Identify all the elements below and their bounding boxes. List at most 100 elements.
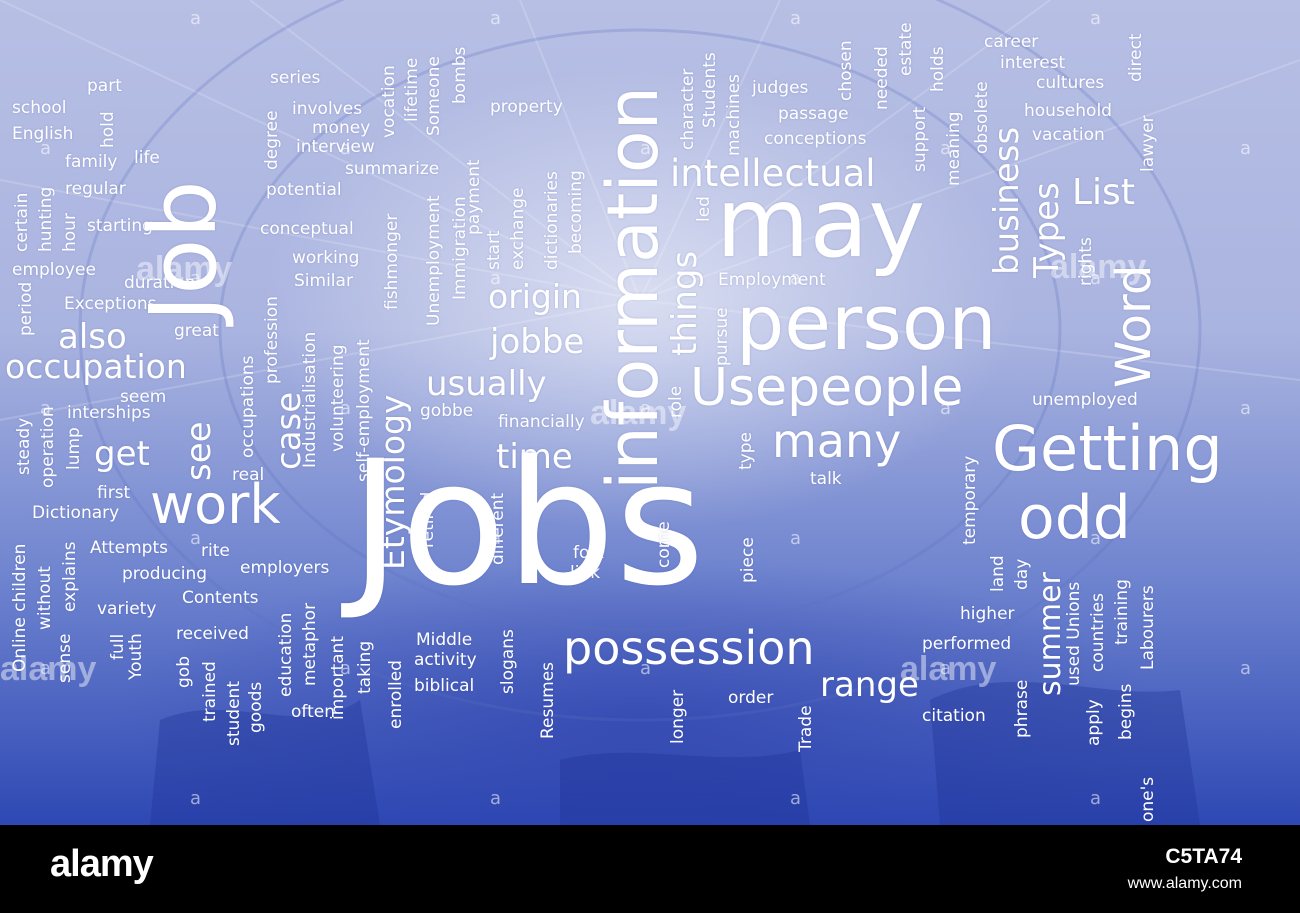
cloud-word: temporary: [960, 455, 980, 545]
cloud-word: order: [728, 688, 774, 708]
cloud-word: conceptions: [764, 129, 867, 149]
cloud-word: List: [1072, 172, 1135, 213]
cloud-word: start: [484, 230, 504, 270]
cloud-word: occupation: [5, 347, 187, 386]
cloud-word: student: [224, 681, 244, 746]
cloud-word: English: [12, 124, 74, 144]
cloud-word: without: [35, 566, 55, 630]
cloud-word: school: [12, 98, 67, 118]
image-id: C5TA74: [1165, 845, 1242, 868]
cloud-word: range: [820, 665, 919, 705]
footer-bar: [0, 825, 1300, 913]
cloud-word: Exceptions: [64, 294, 157, 314]
cloud-word: fishmonger: [382, 213, 402, 310]
cloud-word: character: [678, 68, 698, 150]
watermark-glyph: a: [940, 658, 952, 679]
cloud-word: summer: [1033, 572, 1068, 696]
cloud-word: dictionaries: [542, 171, 562, 270]
cloud-word: series: [270, 68, 321, 88]
watermark-glyph: a: [340, 398, 352, 419]
cloud-word: Labourers: [1138, 585, 1158, 670]
cloud-word: odd: [1018, 483, 1131, 553]
watermark-glyph: a: [1090, 528, 1102, 549]
watermark-glyph: a: [1090, 268, 1102, 289]
cloud-word: enrolled: [386, 660, 406, 729]
cloud-word: led: [694, 196, 714, 222]
watermark-glyph: a: [790, 528, 802, 549]
cloud-word: Someone: [424, 56, 444, 136]
cloud-word: profession: [262, 296, 282, 384]
alamy-watermark: alamy: [590, 394, 687, 432]
cloud-word: employers: [240, 558, 330, 578]
watermark-glyph: a: [490, 788, 502, 809]
cloud-word: producing: [122, 564, 208, 584]
watermark-glyph: a: [190, 268, 202, 289]
watermark-glyph: a: [640, 138, 652, 159]
watermark-glyph: a: [40, 138, 52, 159]
watermark-glyph: a: [490, 8, 502, 29]
cloud-word: property: [490, 97, 563, 117]
cloud-word: metaphor: [300, 602, 320, 686]
watermark-glyph: a: [790, 8, 802, 29]
cloud-word: Contents: [182, 588, 259, 608]
cloud-word: many: [772, 414, 902, 468]
cloud-word: folk: [573, 543, 604, 563]
cloud-word: estate: [896, 22, 916, 76]
watermark-glyph: a: [340, 138, 352, 159]
cloud-word: potential: [266, 180, 342, 200]
site-url: www.alamy.com: [1127, 875, 1242, 892]
cloud-word: chosen: [836, 40, 856, 101]
cloud-word: vocation: [379, 65, 399, 138]
cloud-word: household: [1024, 101, 1112, 121]
cloud-word: one's: [1138, 776, 1158, 822]
watermark-glyph: a: [190, 528, 202, 549]
word-cloud-image: school part English hold family life regular ce…: [0, 0, 1300, 825]
cloud-word: taking: [355, 640, 375, 694]
cloud-word: Usepeople: [690, 358, 964, 418]
cloud-word: education: [276, 612, 296, 697]
cloud-word: interships: [67, 403, 151, 423]
watermark-glyph: a: [1240, 658, 1252, 679]
cloud-word: day: [1012, 558, 1032, 590]
cloud-word: rite: [201, 541, 230, 561]
watermark-glyph: a: [40, 398, 52, 419]
cloud-word: hour: [60, 213, 80, 252]
cloud-word: full: [108, 633, 128, 660]
cloud-word: bombs: [450, 46, 470, 104]
cloud-word: things: [665, 250, 705, 356]
cloud-word: holds: [928, 46, 948, 92]
cloud-word: employee: [12, 260, 96, 280]
cloud-word: get: [94, 434, 150, 474]
cloud-word: life: [134, 148, 160, 168]
watermark-glyph: a: [640, 658, 652, 679]
watermark-glyph: a: [190, 788, 202, 809]
alamy-watermark: alamy: [136, 250, 233, 288]
cloud-word: Dictionary: [32, 503, 120, 523]
cloud-word: career: [984, 32, 1039, 52]
cloud-word: family: [65, 152, 118, 172]
cloud-word: talk: [810, 469, 842, 489]
cloud-word: apply: [1084, 699, 1104, 746]
cloud-word: phrase: [1012, 679, 1032, 738]
cloud-word: biblical: [414, 676, 475, 696]
cloud-word: first: [97, 483, 131, 503]
cloud-word: business: [987, 126, 1027, 275]
cloud-word: payment: [464, 159, 484, 235]
cloud-word: usually: [426, 364, 547, 404]
cloud-word: Unemployment: [424, 195, 444, 326]
cloud-word: lifetime: [402, 57, 422, 122]
alamy-watermark: alamy: [900, 650, 997, 688]
cloud-word: Getting: [992, 412, 1223, 485]
watermark-glyph: a: [490, 528, 502, 549]
cloud-word: interview: [296, 137, 375, 157]
cloud-word: also: [58, 317, 127, 357]
watermark-glyph: a: [1090, 8, 1102, 29]
cloud-word: higher: [960, 604, 1015, 624]
watermark-glyph: a: [1240, 398, 1252, 419]
cloud-word: great: [174, 321, 219, 341]
cloud-word: real: [232, 465, 265, 485]
cloud-word: land: [988, 555, 1008, 592]
cloud-word: money: [312, 118, 371, 138]
cloud-word: variety: [97, 599, 157, 619]
cloud-word: occupations: [238, 355, 258, 459]
